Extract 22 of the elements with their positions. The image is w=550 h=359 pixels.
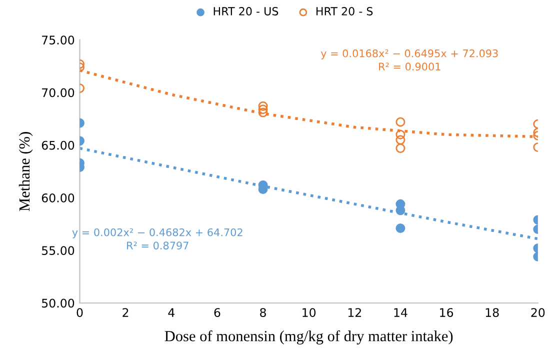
y-tick-label: 50.00 bbox=[42, 298, 74, 308]
x-tick-label: 4 bbox=[168, 308, 174, 317]
x-tick-label: 18 bbox=[486, 308, 499, 317]
y-axis-title: Methane (%) bbox=[18, 132, 33, 212]
x-tick-label: 0 bbox=[76, 308, 83, 317]
legend-label: HRT 20 - S bbox=[316, 7, 373, 16]
x-tick-label: 8 bbox=[260, 308, 266, 317]
x-tick-label: 6 bbox=[214, 308, 220, 317]
x-tick-label: 16 bbox=[440, 308, 454, 317]
y-tick-label: 65.00 bbox=[42, 140, 74, 150]
x-tick-label: 10 bbox=[302, 308, 316, 317]
legend-label: HRT 20 - US bbox=[214, 7, 278, 16]
annotation: y = 0.0168x² − 0.6495x + 72.093 R² = 0.9001 bbox=[320, 49, 498, 71]
x-tick-label: 2 bbox=[122, 308, 128, 317]
y-tick-label: 55.00 bbox=[42, 246, 74, 256]
y-tick-label: 60.00 bbox=[42, 193, 74, 202]
y-tick-label: 75.00 bbox=[42, 36, 74, 44]
x-tick-label: 20 bbox=[531, 308, 545, 317]
y-tick-label: 70.00 bbox=[42, 88, 74, 98]
x-tick-label: 14 bbox=[394, 308, 408, 317]
x-tick-label: 12 bbox=[348, 308, 361, 317]
x-axis-title: Dose of monensin (mg/kg of dry matter intake) bbox=[164, 330, 453, 344]
